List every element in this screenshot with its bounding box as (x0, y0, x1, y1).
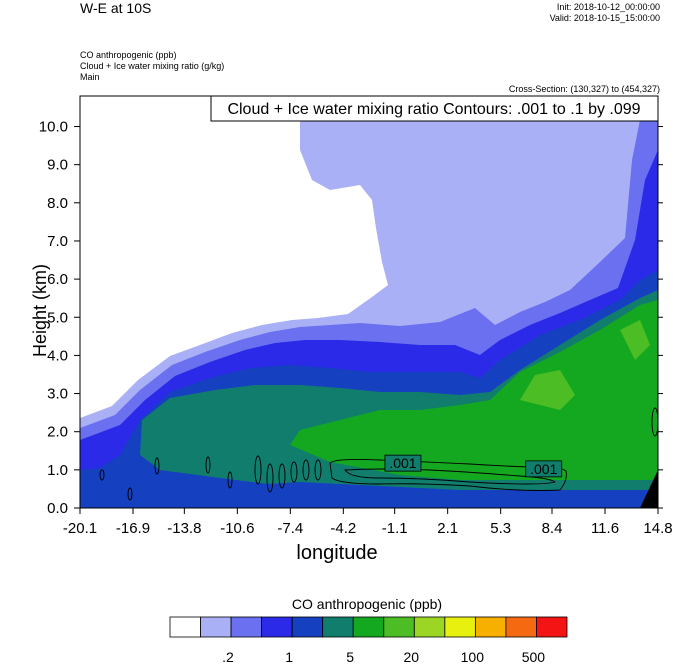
field-band-lightgreen (520, 320, 650, 410)
colorbar-swatch (200, 616, 232, 638)
colorbar-swatch (444, 616, 476, 638)
colorbar-swatch (169, 616, 201, 638)
x-tick-label: -10.6 (220, 520, 254, 537)
y-tick-label: 9.0 (47, 157, 68, 174)
x-tick-label: -1.1 (382, 520, 408, 537)
colorbar-tick-label: 100 (461, 649, 485, 665)
x-axis: -20.1 -16.9 -13.8 -10.6 -7.4 -4.2 -1.1 2.1 5.3 8.… (63, 508, 673, 537)
y-tick-label: 0.0 (47, 500, 68, 517)
colorbar-tick-label: 20 (403, 649, 419, 665)
colorbar-swatch (413, 616, 446, 638)
contour-line (290, 461, 298, 483)
colorbar-tick-label: 1 (285, 649, 293, 665)
contour-line (127, 487, 133, 501)
x-tick-label: 14.8 (643, 520, 672, 537)
colorbar-swatch (352, 616, 385, 638)
contour-label-box (384, 454, 422, 472)
colorbar-swatch (322, 616, 354, 638)
contour-label: .001 (389, 455, 416, 471)
contour-line (99, 469, 105, 481)
field-band-green (290, 300, 658, 480)
x-tick-label: 2.1 (437, 520, 458, 537)
init-time: Init: 2018-10-12_00:00:00 (556, 2, 660, 12)
x-tick-label: 5.3 (490, 520, 511, 537)
contour-line (314, 459, 322, 481)
y-tick-label: 3.0 (47, 386, 68, 403)
y-tick-label: 5.0 (47, 309, 68, 326)
x-tick-label: -13.8 (167, 520, 201, 537)
co-field (80, 96, 658, 508)
colorbar-title: CO anthropogenic (ppb) (291, 596, 443, 612)
colorbar-tick-label: 500 (522, 649, 546, 665)
colorbar-swatch (291, 616, 324, 638)
contour-line (227, 471, 233, 489)
contour-labels: .001 .001 (384, 454, 563, 478)
colorbar-swatch (474, 616, 507, 638)
colorbar-tick-label: 5 (346, 649, 354, 665)
contour-line (344, 468, 556, 485)
cross-section-label: Cross-Section: (130,327) to (454,327) (508, 84, 660, 94)
x-tick-label: -4.2 (330, 520, 356, 537)
field-band-surface (80, 482, 658, 508)
colorbar-tick-label: .2 (222, 649, 234, 665)
field-line-1: CO anthropogenic (ppb) (80, 50, 177, 60)
contour-line (154, 457, 160, 475)
field-line-3: Main (80, 72, 100, 82)
colorbar-swatch (383, 616, 415, 638)
contour-line (266, 463, 274, 493)
field-line-2: Cloud + Ice water mixing ratio (g/kg) (80, 61, 225, 71)
plot-title: W-E at 10S (80, 0, 152, 16)
y-tick-label: 2.0 (47, 424, 68, 441)
contour-label-box (525, 460, 563, 478)
y-tick-label: 6.0 (47, 271, 68, 288)
colorbar-swatch (230, 616, 263, 638)
field-corner-dark (640, 470, 658, 508)
contour-info: Cloud + Ice water mixing ratio Contours:… (227, 101, 640, 118)
y-tick-label: 10.0 (39, 119, 68, 136)
y-tick-label: 8.0 (47, 195, 68, 212)
y-tick-label: 1.0 (47, 462, 68, 479)
contour-info-box (210, 95, 659, 122)
colorbar-swatch (505, 616, 537, 638)
colorbar-swatch (536, 616, 568, 638)
field-description: CO anthropogenic (ppb) Cloud + Ice water… (80, 50, 224, 83)
y-tick-label: 4.0 (47, 347, 68, 364)
x-axis-label: longitude (296, 542, 378, 564)
init-valid-times: Init: 2018-10-12_00:00:00 Valid: 2018-10… (550, 2, 660, 24)
contour-label: .001 (530, 461, 557, 477)
x-tick-label: -7.4 (277, 520, 303, 537)
contour-line (278, 463, 286, 489)
valid-time: Valid: 2018-10-15_15:00:00 (549, 13, 660, 23)
colorbar-swatch (261, 616, 293, 638)
contour-line (254, 455, 262, 485)
x-tick-label: -20.1 (63, 520, 97, 537)
contour-line (302, 459, 310, 481)
x-tick-label: 8.4 (542, 520, 563, 537)
x-tick-label: -16.9 (116, 520, 150, 537)
colorbar: .2 1 5 20 100 500 (169, 616, 568, 665)
contour-line (205, 456, 211, 474)
y-axis: 0.0 1.0 2.0 3.0 4.0 5.0 6.0 7.0 8.0 9.0 10.0 (39, 119, 663, 517)
x-tick-label: 11.6 (591, 520, 619, 537)
y-tick-label: 7.0 (47, 233, 68, 250)
